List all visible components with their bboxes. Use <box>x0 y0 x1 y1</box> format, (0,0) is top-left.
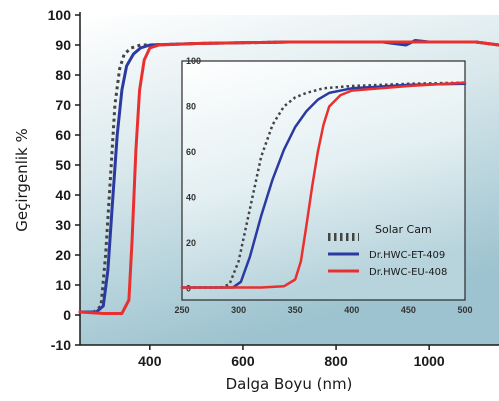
inset-y-tick-label: 80 <box>186 102 196 112</box>
main-y-tick-label: 40 <box>55 187 71 203</box>
legend-label-et-409: Dr.HWC-ET-409 <box>369 250 445 261</box>
inset-x-tick-label: 450 <box>401 305 416 315</box>
y-axis-label: Geçirgenlik % <box>13 128 31 231</box>
inset-x-tick-label: 500 <box>457 305 472 315</box>
inset-plot-background <box>181 60 466 301</box>
inset-y-tick-label: 40 <box>186 193 196 203</box>
main-y-tick-label: 70 <box>55 97 71 113</box>
main-y-tick-label: 20 <box>55 247 71 263</box>
inset-y-tick-label: 20 <box>186 238 196 248</box>
main-y-tick-label: 0 <box>63 307 71 323</box>
inset-x-tick-label: 400 <box>344 305 359 315</box>
main-y-tick-label: 90 <box>55 37 71 53</box>
legend-label-solar-cam: Solar Cam <box>375 223 432 236</box>
x-axis-label: Dalga Boyu (nm) <box>226 375 353 393</box>
main-y-tick-label: 100 <box>48 7 72 23</box>
main-series-group <box>78 39 499 315</box>
legend-label-eu-408: Dr.HWC-EU-408 <box>369 267 447 278</box>
inset-series-dr-hwc-eu-408 <box>180 81 467 289</box>
main-series-dr-hwc-eu-408 <box>78 40 499 315</box>
main-y-tick-label: 80 <box>55 67 71 83</box>
inset-series-group <box>180 81 467 289</box>
main-y-tick-label: -10 <box>51 337 71 353</box>
main-x-tick-label: 800 <box>324 353 348 369</box>
inset-series-dr-hwc-et-409 <box>180 82 467 289</box>
inset-x-axis: 250 300 350 400 450 500 <box>174 305 472 315</box>
main-y-tick-label: 10 <box>55 277 71 293</box>
main-x-tick-label: 600 <box>231 353 255 369</box>
main-x-tick-label: 1000 <box>414 353 445 369</box>
inset-series-solar-cam <box>182 81 466 289</box>
inset-y-tick-label: 100 <box>186 56 201 66</box>
main-y-axis: -10 0 10 20 30 40 50 60 70 80 90 100 <box>48 7 81 353</box>
inset-x-tick-label: 300 <box>231 305 246 315</box>
main-y-tick-label: 50 <box>55 157 71 173</box>
main-y-tick-label: 30 <box>55 217 71 233</box>
inset-x-tick-label: 350 <box>288 305 303 315</box>
main-x-axis: 400 600 800 1000 <box>80 344 499 369</box>
inset-x-tick-label: 250 <box>174 305 189 315</box>
legend: Solar Cam Dr.HWC-ET-409 Dr.HWC-EU-408 <box>328 223 447 278</box>
inset-y-tick-label: 60 <box>186 147 196 157</box>
main-x-tick-label: 400 <box>138 353 162 369</box>
main-y-tick-label: 60 <box>55 127 71 143</box>
